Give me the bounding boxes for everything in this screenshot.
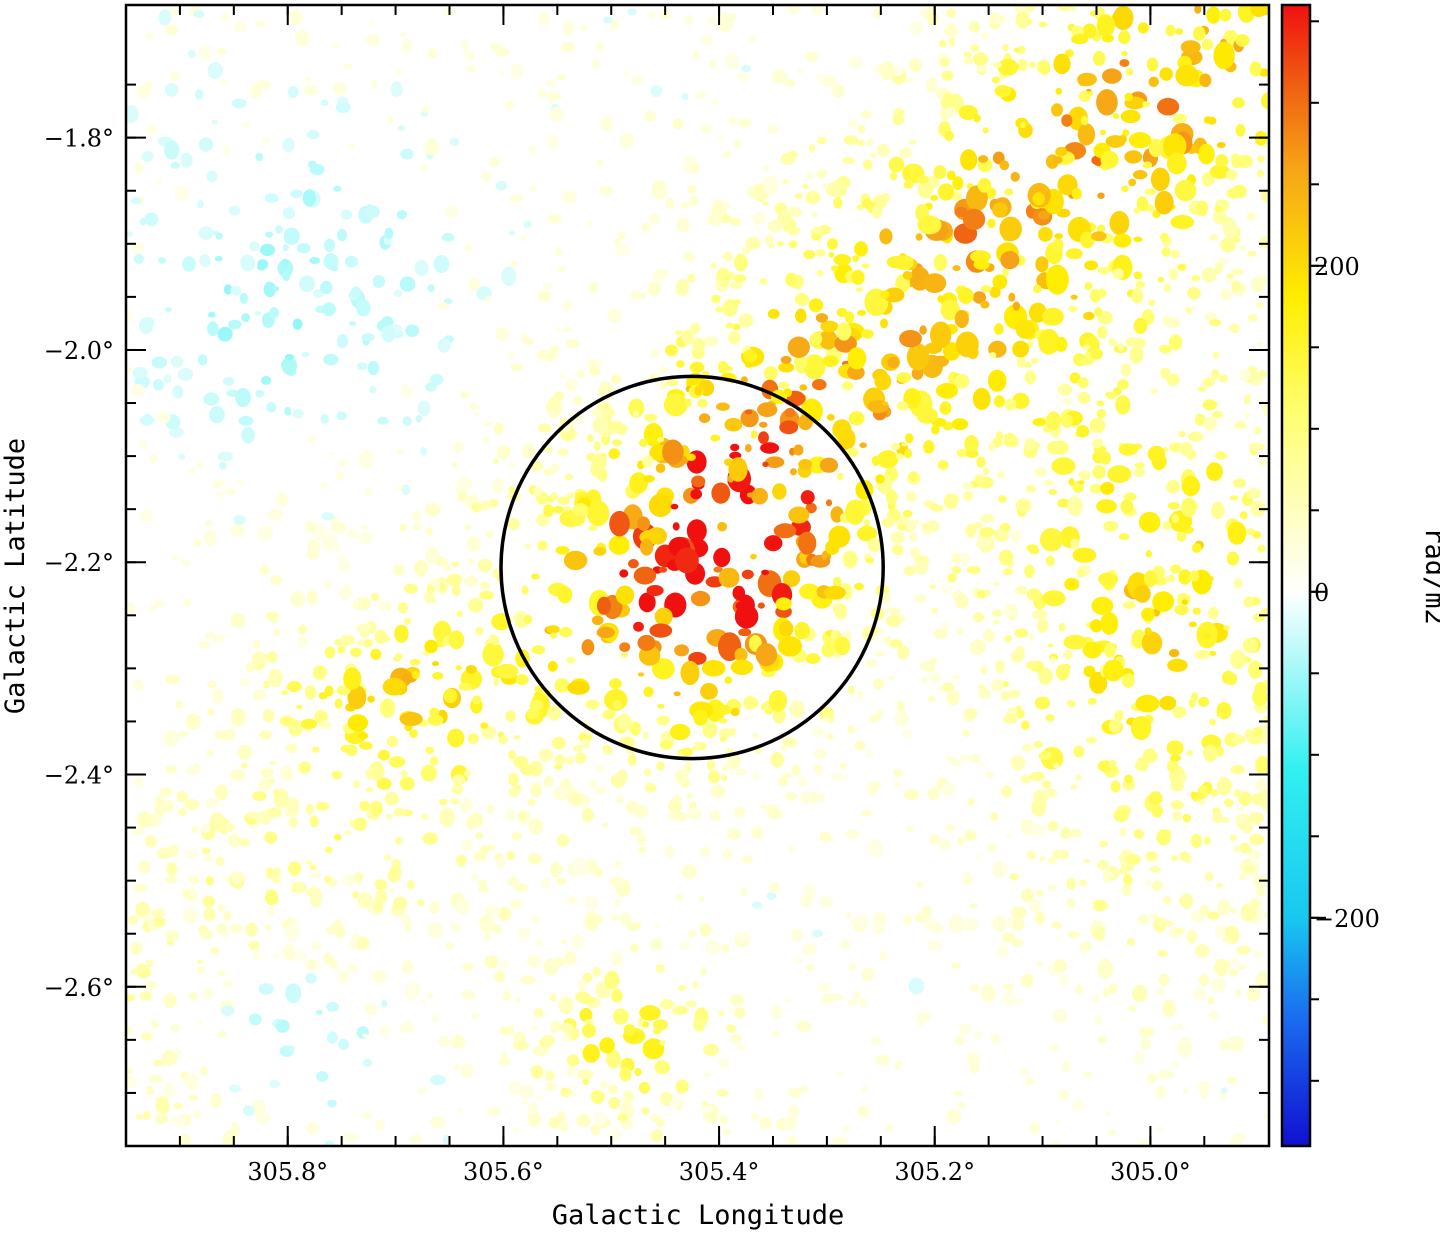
plot-frame [124,3,1271,1148]
colorbar-tick-label: 200 [1314,253,1360,281]
y-tick-label: −1.8° [44,125,114,153]
x-axis: 305.8° 305.6° 305.4° 305.2° 305.0° [178,5,1206,1186]
colorbar-axis: 200 0 −200 [1310,20,1380,1082]
colorbar-tick-label: −200 [1314,905,1380,933]
y-tick-label: −2.6° [44,974,114,1002]
y-axis: −1.8° −2.0° −2.2° −2.4° −2.6° [44,83,1269,1094]
colorbar-tick-label: 0 [1314,579,1329,607]
y-tick-label: −2.0° [44,337,114,365]
x-tick-label: 305.2° [894,1158,975,1186]
x-axis-title: Galactic Longitude [552,1200,845,1231]
y-tick-label: −2.4° [44,762,114,790]
y-tick-label: −2.2° [44,549,114,577]
region-circle [499,374,885,761]
colorbar [1280,3,1312,1148]
x-tick-label: 305.0° [1110,1158,1191,1186]
y-axis-title: Galactic Latitude [0,438,31,714]
x-tick-label: 305.6° [463,1158,544,1186]
x-tick-label: 305.4° [679,1158,760,1186]
x-tick-label: 305.8° [247,1158,328,1186]
rm-map-image [126,5,1269,1146]
colorbar-title: rad/m2 [1419,527,1440,625]
